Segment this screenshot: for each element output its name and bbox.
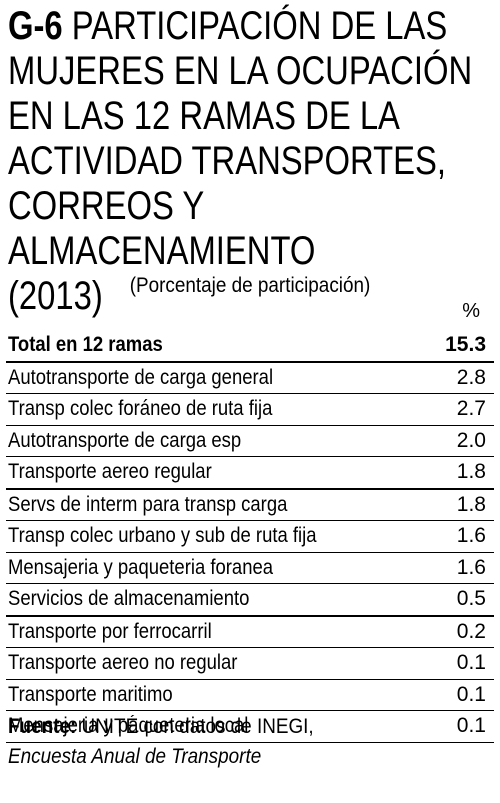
table-row: Mensajeria y paqueteria local 0.1	[6, 711, 494, 743]
row-value: 2.7	[456, 397, 486, 420]
row-value: 0.1	[456, 714, 486, 737]
total-label: Total en 12 ramas	[8, 333, 163, 356]
title-text-1: PARTICIPACIÓN DE LAS	[71, 4, 448, 48]
table-row: Transp colec urbano y sub de ruta fija 1.…	[6, 521, 494, 553]
row-value: 0.2	[456, 619, 486, 643]
total-row: Total en 12 ramas 15.3	[6, 330, 494, 363]
table-row: Servicios de almacenamiento 0.5	[6, 584, 494, 617]
total-value: 15.3	[445, 333, 486, 356]
row-label: Transp colec urbano y sub de ruta fija	[8, 524, 317, 547]
row-value: 0.5	[456, 587, 486, 610]
table-row: Transp colec foráneo de ruta fija 2.7	[6, 394, 494, 426]
row-value: 2.0	[456, 428, 486, 452]
title-line-2: MUJERES EN LA OCUPACIÓN	[8, 49, 473, 93]
title-line-6: (2013)	[8, 274, 103, 318]
table-row: Mensajeria y paqueteria foranea 1.6	[6, 553, 494, 584]
title-line-3: EN LAS 12 RAMAS DE LA	[8, 94, 400, 138]
row-value: 2.8	[456, 365, 486, 389]
data-table: Total en 12 ramas 15.3 Autotransporte de…	[6, 330, 494, 743]
title-line-1: G-6 PARTICIPACIÓN DE LAS	[8, 4, 492, 49]
source-label: Fuente:	[8, 715, 77, 738]
row-value: 1.8	[456, 492, 486, 516]
row-label: Mensajeria y paqueteria local	[8, 714, 249, 737]
row-value: 0.1	[456, 651, 486, 674]
title-line-4: ACTIVIDAD TRANSPORTES,	[8, 139, 447, 183]
row-label: Transp colec foráneo de ruta fija	[8, 397, 273, 420]
row-label: Transporte por ferrocarril	[8, 619, 212, 643]
row-label: Servicios de almacenamiento	[8, 587, 250, 610]
source-note: Fuente: UNITÉ con datos de INEGI, Encues…	[8, 712, 494, 772]
chart-subtitle: (Porcentaje de participación)	[129, 274, 371, 297]
row-label: Transporte aereo regular	[8, 460, 212, 483]
row-label: Mensajeria y paqueteria foranea	[8, 555, 274, 579]
row-label: Autotransporte de carga general	[8, 365, 274, 389]
table-row: Transporte aereo no regular 0.1	[6, 648, 494, 680]
row-label: Transporte aereo no regular	[8, 651, 238, 674]
chart-code: G-6	[8, 4, 63, 48]
row-value: 0.1	[456, 682, 486, 706]
row-value: 1.6	[456, 524, 486, 547]
table-body: Autotransporte de carga general 2.8 Transp…	[6, 363, 494, 743]
table-row: Autotransporte de carga esp 2.0	[6, 426, 494, 457]
table-row: Autotransporte de carga general 2.8	[6, 363, 494, 394]
row-value: 1.6	[456, 555, 486, 579]
table-row: Transporte aereo regular 1.8	[6, 457, 494, 490]
unit-header: %	[462, 300, 480, 322]
source-line-1: Fuente: UNITÉ con datos de INEGI,	[8, 712, 494, 742]
table-row: Servs de interm para transp carga 1.8	[6, 490, 494, 521]
source-publication: Encuesta Anual de Transporte	[8, 745, 262, 768]
row-label: Autotransporte de carga esp	[8, 428, 242, 452]
row-label: Transporte maritimo	[8, 682, 173, 706]
table-row: Transporte por ferrocarril 0.2	[6, 617, 494, 648]
source-text: UNITÉ con datos de INEGI,	[81, 715, 314, 738]
table-row: Transporte maritimo 0.1	[6, 680, 494, 711]
row-value: 1.8	[456, 460, 486, 483]
chart-title: G-6 PARTICIPACIÓN DE LAS MUJERES EN LA O…	[8, 4, 492, 319]
row-label: Servs de interm para transp carga	[8, 492, 288, 516]
title-line-5: CORREOS Y ALMACENAMIENTO	[8, 184, 316, 273]
